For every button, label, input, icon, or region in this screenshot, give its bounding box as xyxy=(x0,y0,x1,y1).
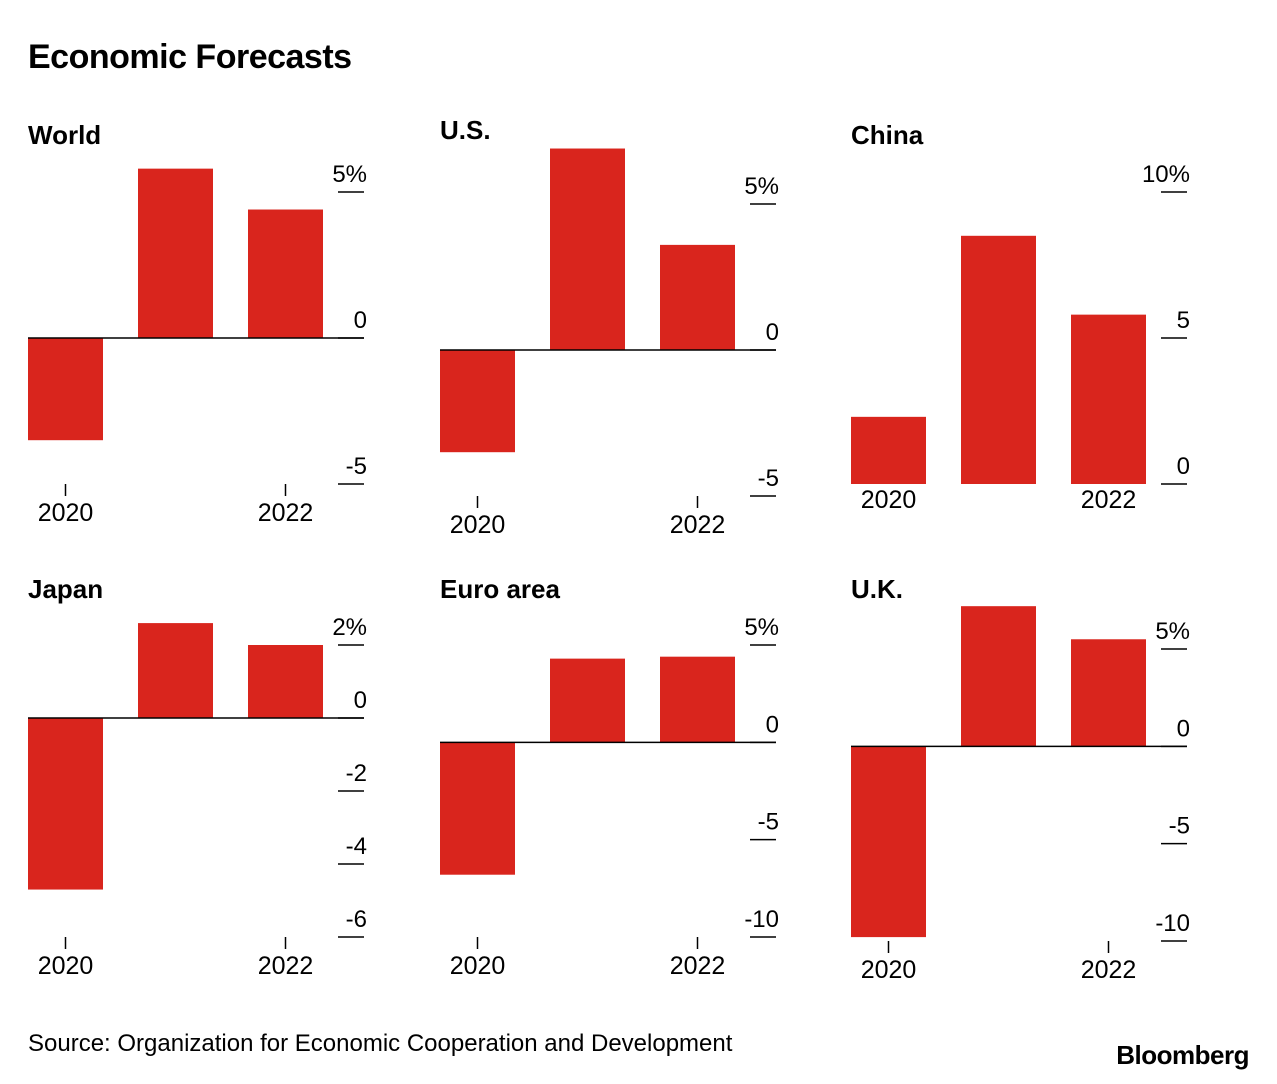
ytick-label-u-s-: 5% xyxy=(744,173,779,200)
xtick-label-world: 2022 xyxy=(258,499,314,527)
bar-japan-2021 xyxy=(138,623,213,718)
bar-japan-2020 xyxy=(28,718,103,890)
xtick-label-japan: 2020 xyxy=(38,952,94,980)
ytick-label-china: 10% xyxy=(1142,161,1190,188)
ytick-label-china: 5 xyxy=(1177,307,1190,334)
bar-u-k--2021 xyxy=(961,606,1036,747)
bar-world-2020 xyxy=(28,338,103,441)
bar-u-s--2020 xyxy=(440,350,515,453)
bar-world-2022 xyxy=(248,209,323,338)
panel-title-euro-area: Euro area xyxy=(440,574,560,604)
panel-title-japan: Japan xyxy=(28,574,103,604)
ytick-label-japan: -2 xyxy=(346,760,367,787)
xtick-label-u-k-: 2020 xyxy=(861,956,917,984)
ytick-label-world: -5 xyxy=(346,453,367,480)
page-title: Economic Forecasts xyxy=(28,38,352,76)
bar-china-2021 xyxy=(961,235,1036,484)
ytick-label-u-s-: -5 xyxy=(758,465,779,492)
bar-u-k--2020 xyxy=(851,746,926,938)
bar-euro-area-2020 xyxy=(440,742,515,875)
ytick-label-japan: 2% xyxy=(332,614,367,641)
ytick-label-euro-area: -5 xyxy=(758,809,779,836)
xtick-label-u-k-: 2022 xyxy=(1081,956,1137,984)
xtick-label-japan: 2022 xyxy=(258,952,314,980)
ytick-label-china: 0 xyxy=(1177,453,1190,480)
bar-world-2021 xyxy=(138,168,213,338)
panel-title-u-k-: U.K. xyxy=(851,574,903,604)
xtick-label-u-s-: 2022 xyxy=(670,511,726,539)
ytick-label-euro-area: 5% xyxy=(744,614,779,641)
bar-euro-area-2022 xyxy=(660,656,735,743)
ytick-label-japan: -4 xyxy=(346,833,367,860)
xtick-label-u-s-: 2020 xyxy=(450,511,506,539)
bar-china-2022 xyxy=(1071,314,1146,484)
ytick-label-u-s-: 0 xyxy=(766,319,779,346)
ytick-label-u-k-: -5 xyxy=(1169,813,1190,840)
ytick-label-euro-area: 0 xyxy=(766,711,779,738)
bar-u-s--2021 xyxy=(550,148,625,350)
panel-title-china: China xyxy=(851,120,924,150)
panel-title-u-s-: U.S. xyxy=(440,115,491,145)
ytick-label-euro-area: -10 xyxy=(744,906,779,933)
xtick-label-china: 2022 xyxy=(1081,486,1137,514)
ytick-label-u-k-: 5% xyxy=(1155,618,1190,645)
ytick-label-u-k-: 0 xyxy=(1177,715,1190,742)
ytick-label-japan: 0 xyxy=(354,687,367,714)
bar-japan-2022 xyxy=(248,645,323,718)
bar-china-2020 xyxy=(851,416,926,484)
ytick-label-u-k-: -10 xyxy=(1155,910,1190,937)
xtick-label-china: 2020 xyxy=(861,486,917,514)
bloomberg-logo: Bloomberg xyxy=(1116,1040,1249,1070)
bar-euro-area-2021 xyxy=(550,658,625,743)
ytick-label-world: 0 xyxy=(354,307,367,334)
panel-title-world: World xyxy=(28,120,101,150)
ytick-label-japan: -6 xyxy=(346,906,367,933)
ytick-label-world: 5% xyxy=(332,161,367,188)
bar-u-s--2022 xyxy=(660,244,735,350)
xtick-label-world: 2020 xyxy=(38,499,94,527)
xtick-label-euro-area: 2022 xyxy=(670,952,726,980)
xtick-label-euro-area: 2020 xyxy=(450,952,506,980)
source-note: Source: Organization for Economic Cooper… xyxy=(28,1030,733,1057)
bar-u-k--2022 xyxy=(1071,639,1146,747)
